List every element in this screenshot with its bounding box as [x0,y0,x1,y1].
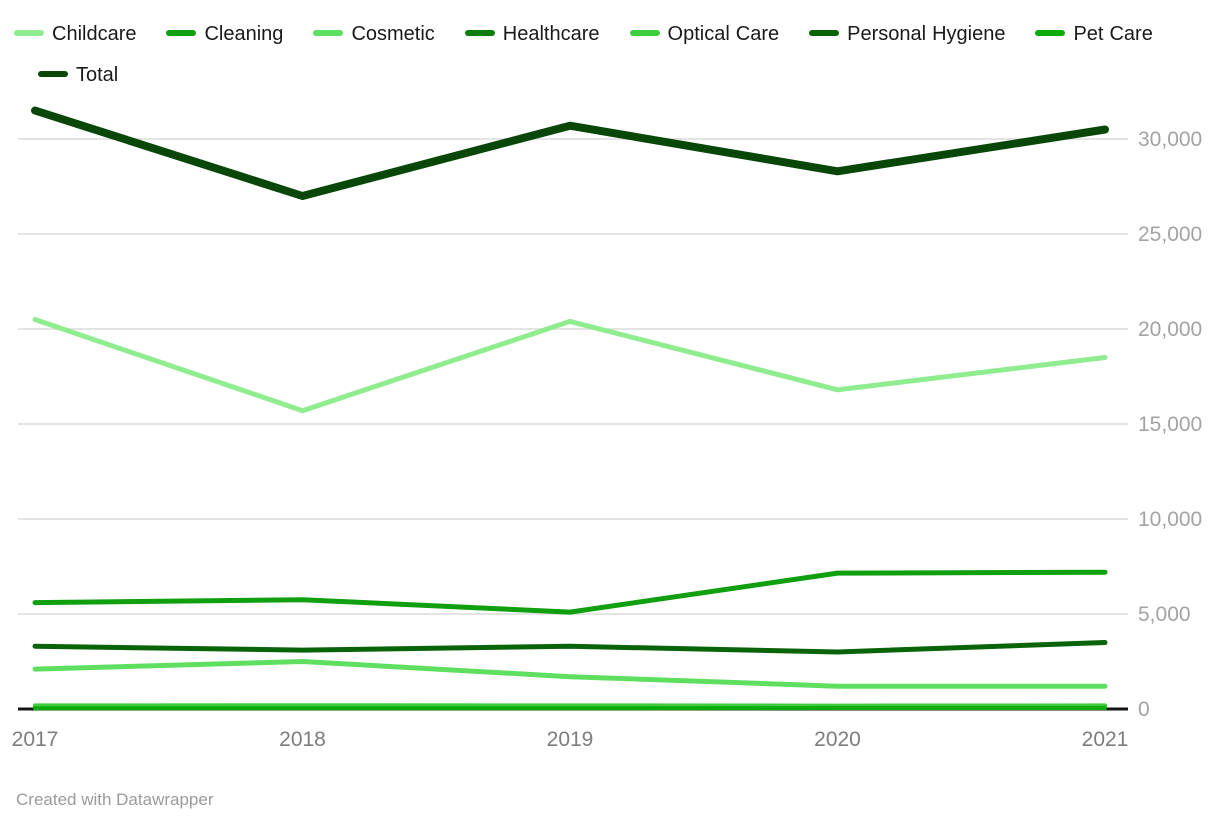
legend-label-childcare: Childcare [52,23,137,45]
legend-label-optical-care: Care [735,23,780,45]
legend-label-pet-care: Pet [1073,23,1104,45]
x-tick-label-2021: 2021 [1082,728,1129,751]
legend-label-healthcare: Healthcare [502,23,600,45]
legend-label-optical-care: Optical [667,23,730,45]
series-line-total [31,106,1109,200]
x-tick-label-2020: 2020 [814,728,861,751]
legend-label-personal-hygiene: Personal [847,23,927,45]
legend-swatch-pet-care [1035,29,1066,36]
y-tick-label-30000: 30,000 [1138,128,1202,151]
legend-label-personal-hygiene: Hygiene [932,23,1006,45]
y-tick-label-0: 0 [1138,698,1150,721]
y-tick-label-10000: 10,000 [1138,508,1202,531]
series-line-childcare [32,317,1108,414]
y-tick-label-15000: 15,000 [1138,413,1202,436]
legend-label-cosmetic: Cosmetic [351,23,435,45]
legend-label-pet-care: Care [1109,23,1153,45]
x-tick-label-2018: 2018 [279,728,326,751]
legend-swatch-cleaning [166,29,197,36]
y-axis-labels: 0 5,000 10,000 15,000 20,000 25,000 30,000 [1138,128,1202,721]
legend-swatch-total [38,70,68,77]
x-tick-label-2019: 2019 [547,728,594,751]
legend-swatch-cosmetic [313,29,344,36]
x-axis-labels: 2017 2018 2019 2020 2021 [12,728,1129,751]
legend-label-total: Total [76,64,119,86]
gridlines [18,138,1128,711]
series-lines [31,106,1109,711]
y-tick-label-20000: 20,000 [1138,318,1202,341]
series-line-cleaning [32,569,1108,615]
legend-swatch-optical-care [629,29,660,36]
series-line-personal-hygiene [32,640,1108,655]
chart-legend: Childcare Cleaning Cosmetic Healthcare Optic… [14,14,1164,96]
y-tick-label-25000: 25,000 [1138,223,1202,246]
legend-swatch-healthcare [464,29,495,36]
series-line-cosmetic [32,659,1108,689]
legend-swatch-personal-hygiene [809,29,840,36]
legend-swatch-childcare [14,29,44,36]
legend-label-cleaning: Cleaning [204,23,284,45]
y-tick-label-5000: 5,000 [1138,603,1191,626]
x-tick-label-2017: 2017 [12,728,59,751]
datawrapper-credit[interactable]: Created with Datawrapper [16,790,214,809]
